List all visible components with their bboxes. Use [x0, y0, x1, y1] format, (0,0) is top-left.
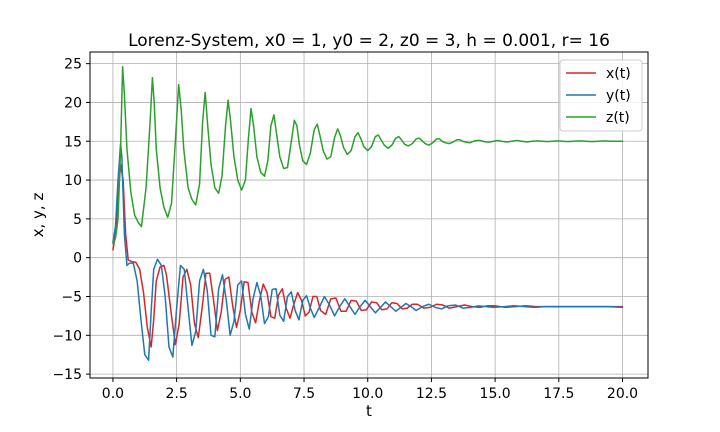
y-tick-label: 20 [64, 95, 82, 111]
x-tick-label: 17.5 [543, 386, 574, 402]
y-axis-label: x, y, z [29, 193, 47, 238]
series-lines [112, 66, 624, 361]
legend-label: y(t) [606, 88, 631, 104]
y-tick-label: 0 [73, 251, 82, 267]
x-tick-label: 12.5 [416, 386, 447, 402]
x-tick-label: 7.5 [293, 386, 315, 402]
series-line-z [112, 66, 624, 245]
x-tick-label: 10.0 [352, 386, 383, 402]
y-tick-label: 10 [64, 173, 82, 189]
x-tick-label: 2.5 [165, 386, 187, 402]
ticks: 0.0 2.5 5.0 7.5 10.0 12.5 15.0 17.5 20.0 −15 −10 −5… [52, 57, 638, 402]
legend-label: z(t) [606, 110, 630, 126]
legend: x(t) y(t) z(t) [559, 59, 643, 132]
y-tick-label: 15 [64, 134, 82, 150]
x-tick-label: 0.0 [102, 386, 124, 402]
y-tick-label: −10 [52, 328, 82, 344]
legend-label: x(t) [606, 66, 631, 82]
x-tick-label: 20.0 [607, 386, 638, 402]
series-line-y [112, 142, 624, 361]
x-tick-label: 15.0 [480, 386, 511, 402]
x-tick-label: 5.0 [229, 386, 251, 402]
plot-frame [89, 51, 649, 379]
series-line-x [112, 163, 624, 348]
legend-box [559, 59, 643, 132]
plot-area [90, 52, 648, 378]
chart-title: Lorenz-System, x0 = 1, y0 = 2, z0 = 3, h… [128, 31, 610, 51]
y-tick-label: 25 [64, 57, 82, 73]
y-tick-label: −5 [61, 290, 82, 306]
y-tick-label: −15 [52, 367, 82, 383]
x-axis-label: t [366, 402, 372, 420]
y-tick-label: 5 [73, 212, 82, 228]
